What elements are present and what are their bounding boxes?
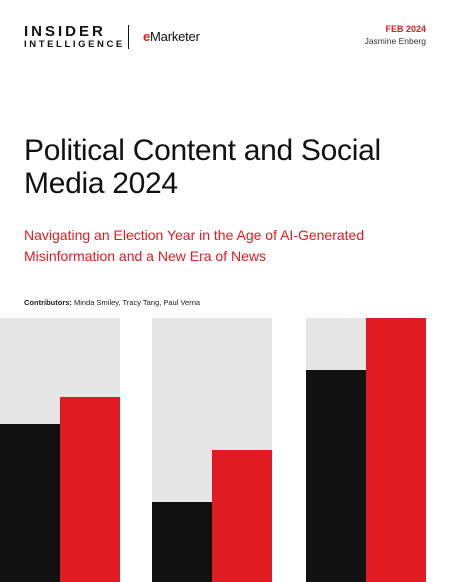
report-title: Political Content and Social Media 2024 <box>24 134 381 200</box>
bar-group-2-red <box>212 450 272 582</box>
bar-group-3-black <box>306 370 366 582</box>
partner-logo: eMarketer <box>143 30 200 44</box>
brand-divider <box>128 25 129 49</box>
bar-group-2-black <box>152 502 212 582</box>
report-subtitle: Navigating an Election Year in the Age o… <box>24 227 365 264</box>
bar-group-3-red <box>366 318 426 582</box>
contributors-line: Contributors: Minda Smiley, Tracy Tang, … <box>24 298 200 307</box>
author-name: Jasmine Enberg <box>364 36 426 46</box>
partner-logo-mark: e <box>143 29 151 44</box>
bar-group-1-red <box>60 397 120 582</box>
brand-name-line1: INSIDER <box>24 23 106 40</box>
partner-logo-text: Marketer <box>150 29 200 44</box>
bar-group-1-black <box>0 424 60 582</box>
publication-date: FEB 2024 <box>385 24 426 34</box>
contributors-label: Contributors: <box>24 298 72 307</box>
contributors-names: Minda Smiley, Tracy Tang, Paul Verna <box>74 298 201 307</box>
brand-name-line2: INTELLIGENCE <box>24 39 125 50</box>
